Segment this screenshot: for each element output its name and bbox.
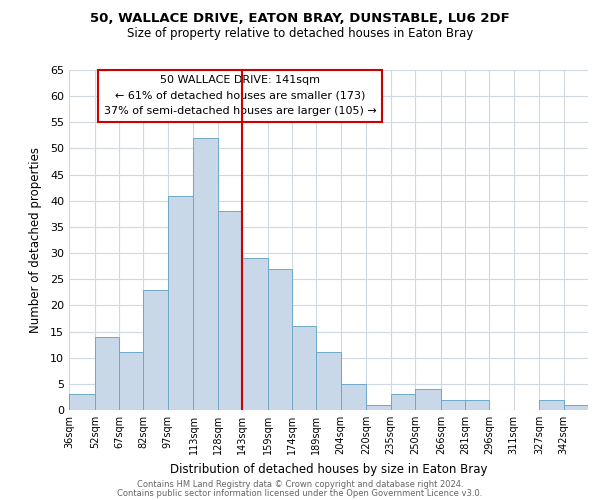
- Bar: [69, 394, 95, 410]
- Text: Size of property relative to detached houses in Eaton Bray: Size of property relative to detached ho…: [127, 28, 473, 40]
- Bar: [119, 352, 143, 410]
- Bar: [316, 352, 341, 410]
- Bar: [367, 405, 391, 410]
- Bar: [564, 405, 588, 410]
- Bar: [341, 384, 367, 410]
- Bar: [218, 211, 242, 410]
- Bar: [539, 400, 564, 410]
- X-axis label: Distribution of detached houses by size in Eaton Bray: Distribution of detached houses by size …: [170, 462, 487, 475]
- Bar: [415, 389, 441, 410]
- Bar: [465, 400, 490, 410]
- Bar: [268, 269, 292, 410]
- Bar: [292, 326, 316, 410]
- Bar: [193, 138, 218, 410]
- Text: 50 WALLACE DRIVE: 141sqm
← 61% of detached houses are smaller (173)
37% of semi-: 50 WALLACE DRIVE: 141sqm ← 61% of detach…: [104, 75, 377, 116]
- Bar: [95, 337, 119, 410]
- Text: Contains HM Land Registry data © Crown copyright and database right 2024.: Contains HM Land Registry data © Crown c…: [137, 480, 463, 489]
- Text: 50, WALLACE DRIVE, EATON BRAY, DUNSTABLE, LU6 2DF: 50, WALLACE DRIVE, EATON BRAY, DUNSTABLE…: [90, 12, 510, 26]
- Bar: [167, 196, 193, 410]
- Bar: [441, 400, 465, 410]
- Bar: [391, 394, 415, 410]
- Bar: [242, 258, 268, 410]
- Y-axis label: Number of detached properties: Number of detached properties: [29, 147, 41, 333]
- Text: Contains public sector information licensed under the Open Government Licence v3: Contains public sector information licen…: [118, 488, 482, 498]
- Bar: [143, 290, 167, 410]
